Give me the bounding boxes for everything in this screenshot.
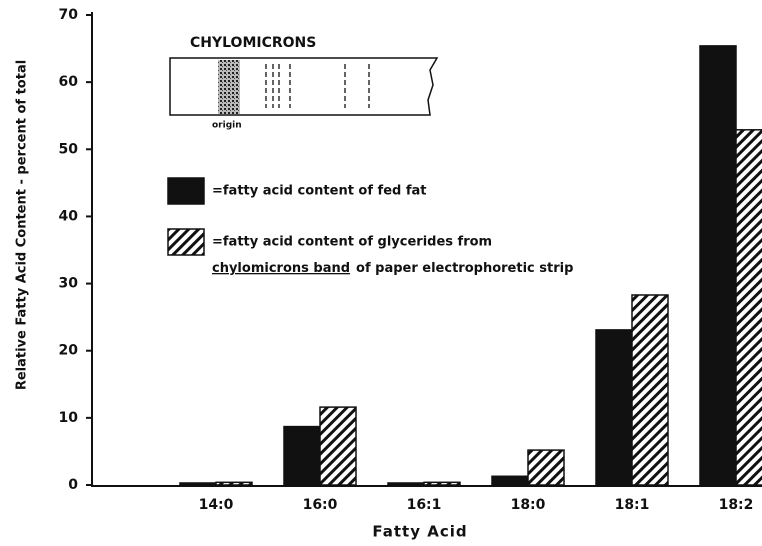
legend-label: =fatty acid content of glycerides from xyxy=(212,235,492,250)
legend-swatch xyxy=(168,178,204,204)
bar xyxy=(632,295,668,485)
bar xyxy=(736,130,762,485)
chart: Relative Fatty Acid Content - percent of… xyxy=(0,0,762,546)
origin-band xyxy=(218,60,240,114)
y-tick-label: 50 xyxy=(59,141,79,157)
y-tick-label: 20 xyxy=(59,343,79,359)
legend-note-rest: of paper electrophoretic strip xyxy=(356,261,573,276)
x-tick-label: 18:2 xyxy=(719,497,754,513)
x-tick-label: 18:0 xyxy=(511,497,546,513)
bar xyxy=(388,483,424,485)
x-tick-label: 14:0 xyxy=(199,497,234,513)
y-tick-label: 30 xyxy=(59,276,79,292)
y-tick-label: 70 xyxy=(59,7,79,23)
bar xyxy=(596,330,632,485)
y-axis-label: Relative Fatty Acid Content - percent of… xyxy=(15,60,30,390)
bar xyxy=(700,46,736,485)
bar xyxy=(216,482,252,485)
x-tick-label: 18:1 xyxy=(615,497,650,513)
legend-label: =fatty acid content of fed fat xyxy=(212,184,427,199)
bar xyxy=(528,450,564,485)
y-tick-label: 10 xyxy=(59,410,79,426)
x-axis-label: Fatty Acid xyxy=(372,523,467,541)
legend-note: chylomicrons band of paper electrophoreti… xyxy=(212,261,573,276)
bar xyxy=(424,482,460,485)
y-tick-label: 0 xyxy=(68,477,78,493)
legend-swatch xyxy=(168,229,204,255)
bar xyxy=(180,483,216,485)
inset-label: origin xyxy=(212,121,242,131)
x-tick-label: 16:1 xyxy=(407,497,442,513)
inset: CHYLOMICRONS origin xyxy=(170,35,437,131)
bar xyxy=(492,476,528,485)
strip xyxy=(170,58,437,115)
inset-title: CHYLOMICRONS xyxy=(190,35,316,51)
bar xyxy=(284,427,320,485)
x-tick-label: 16:0 xyxy=(303,497,338,513)
y-tick-label: 60 xyxy=(59,74,79,90)
bar xyxy=(320,407,356,485)
y-tick-label: 40 xyxy=(59,208,79,224)
legend-note-underlined: chylomicrons band xyxy=(212,261,350,276)
